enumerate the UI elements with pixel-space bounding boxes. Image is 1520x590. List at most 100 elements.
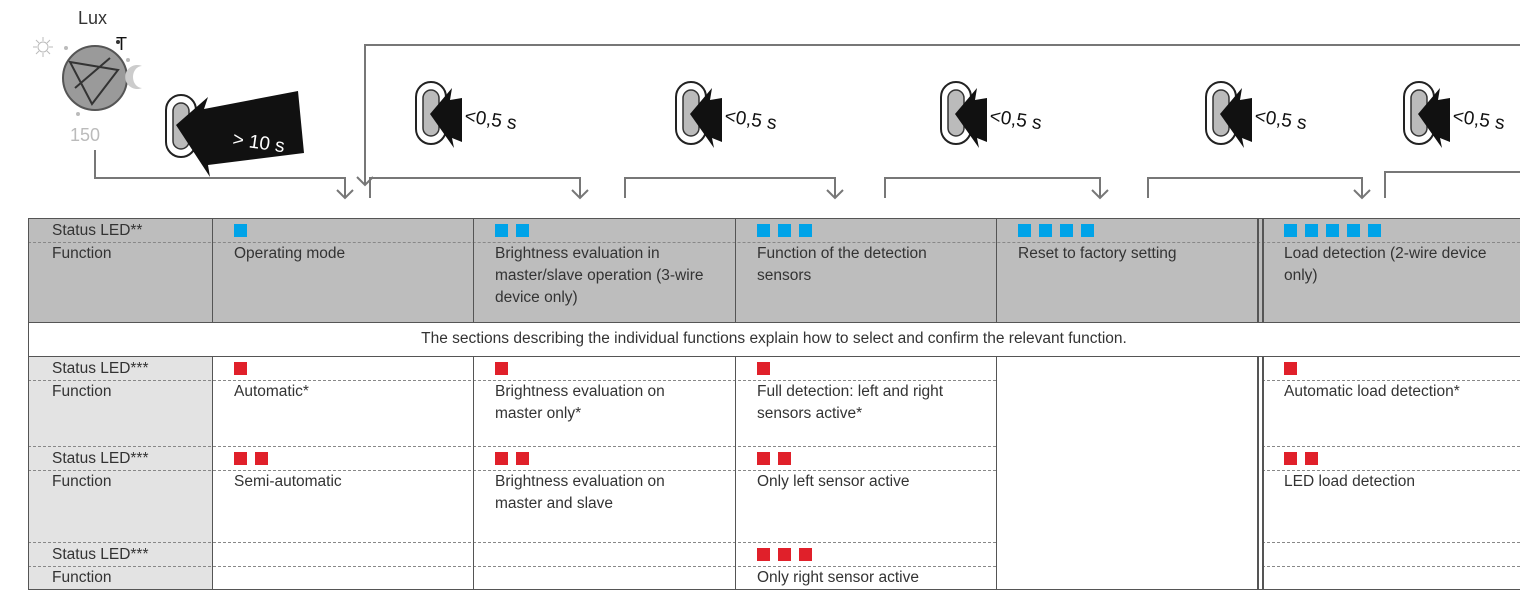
status-led-red xyxy=(234,362,247,375)
press-time: <0,5 s xyxy=(1451,106,1506,134)
function-name: Operating mode xyxy=(234,245,346,262)
rule xyxy=(28,470,996,471)
status-led-red xyxy=(1284,452,1297,465)
rule xyxy=(735,356,736,590)
status-led-blue xyxy=(1018,224,1031,237)
row-label: Function xyxy=(52,473,112,490)
note: The sections describing the individual f… xyxy=(28,322,1520,356)
rule xyxy=(1262,542,1520,543)
rule xyxy=(28,542,996,543)
status-led-blue xyxy=(1326,224,1339,237)
knob-label: Lux xyxy=(78,8,107,28)
status-led-red xyxy=(799,548,812,561)
status-led-blue xyxy=(495,224,508,237)
status-led-red xyxy=(1305,452,1318,465)
status-led-red xyxy=(234,452,247,465)
rule xyxy=(1262,356,1264,590)
rule xyxy=(473,218,474,322)
press-arrow xyxy=(690,88,722,148)
rule xyxy=(28,322,1520,323)
rule xyxy=(212,356,213,590)
status-led-blue xyxy=(757,224,770,237)
rule xyxy=(28,218,1520,219)
status-led-red xyxy=(778,452,791,465)
status-led-blue xyxy=(1305,224,1318,237)
rule xyxy=(1262,566,1520,567)
function-name: Function of the detection sensors xyxy=(757,245,927,284)
rule xyxy=(996,356,997,590)
status-led-red xyxy=(255,452,268,465)
status-led-red xyxy=(1284,362,1297,375)
rule xyxy=(735,218,736,322)
row-label: Status LED*** xyxy=(52,546,149,563)
rule xyxy=(28,380,996,381)
option: Brightness evaluation on master and slav… xyxy=(495,473,665,512)
knob-label: 150 xyxy=(70,125,100,145)
row-label: Function xyxy=(52,383,112,400)
status-led-blue xyxy=(1060,224,1073,237)
status-led-blue xyxy=(1347,224,1360,237)
status-led-red xyxy=(516,452,529,465)
status-led-red xyxy=(757,362,770,375)
status-led-blue xyxy=(1081,224,1094,237)
option: Brightness evaluation on master only* xyxy=(495,383,665,422)
status-led-red xyxy=(778,548,791,561)
status-led-blue xyxy=(1039,224,1052,237)
status-led-red xyxy=(495,362,508,375)
rule xyxy=(28,566,996,567)
rule xyxy=(28,446,996,447)
connectors xyxy=(94,44,1520,200)
status-led-red xyxy=(757,452,770,465)
status-led-blue xyxy=(1368,224,1381,237)
status-led-blue xyxy=(516,224,529,237)
status-led-blue xyxy=(234,224,247,237)
rule xyxy=(1262,218,1264,322)
press-time: <0,5 s xyxy=(463,106,518,134)
option: Automatic load detection* xyxy=(1284,383,1460,400)
row-label: Status LED*** xyxy=(52,360,149,377)
knob xyxy=(33,37,142,116)
option: Only left sensor active xyxy=(757,473,910,490)
rule xyxy=(1257,356,1259,590)
header-bg xyxy=(28,218,1520,322)
function-name: Brightness evaluation in master/slave op… xyxy=(495,245,704,306)
status-led-blue xyxy=(778,224,791,237)
press-arrow xyxy=(1418,88,1450,148)
rule xyxy=(1262,446,1520,447)
status-led-red xyxy=(495,452,508,465)
rule xyxy=(1262,470,1520,471)
rule xyxy=(1262,380,1520,381)
row-label: Status LED** xyxy=(52,222,143,239)
option: LED load detection xyxy=(1284,473,1415,490)
status-led-blue xyxy=(799,224,812,237)
press-time: <0,5 s xyxy=(1253,106,1308,134)
rule xyxy=(212,218,213,322)
row-label: Function xyxy=(52,245,112,262)
rule xyxy=(28,242,1520,243)
row-label: Status LED*** xyxy=(52,450,149,467)
press-arrow xyxy=(1220,88,1252,148)
label-bg xyxy=(28,356,212,590)
function-name: Load detection (2-wire device only) xyxy=(1284,245,1487,284)
option: Full detection: left and right sensors a… xyxy=(757,383,944,422)
press-arrow xyxy=(176,91,304,177)
press-time: <0,5 s xyxy=(723,106,778,134)
rule xyxy=(1257,218,1259,322)
function-name: Reset to factory setting xyxy=(1018,245,1177,262)
press-arrow xyxy=(955,88,987,148)
status-led-red xyxy=(757,548,770,561)
knob-label: T xyxy=(116,34,127,54)
rule xyxy=(473,356,474,590)
press-time: <0,5 s xyxy=(988,106,1043,134)
rule xyxy=(28,218,29,590)
rule xyxy=(996,218,997,322)
option: Automatic* xyxy=(234,383,309,400)
status-led-blue xyxy=(1284,224,1297,237)
press-arrow xyxy=(430,88,462,148)
option: Only right sensor active xyxy=(757,569,919,586)
option: Semi-automatic xyxy=(234,473,342,490)
row-label: Function xyxy=(52,569,112,586)
rule xyxy=(28,356,1520,357)
sequence-diagram: Lux T 150 > 10 s<0,5 s <0,5 s <0,5 s <0,5 s… xyxy=(33,8,1520,200)
